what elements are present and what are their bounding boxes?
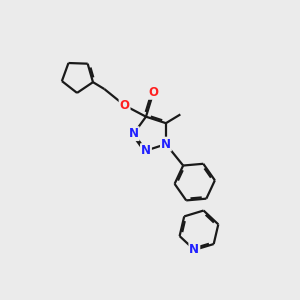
Text: O: O	[120, 99, 130, 112]
Text: N: N	[161, 138, 171, 151]
Text: O: O	[148, 86, 158, 99]
Text: N: N	[189, 243, 200, 256]
Text: N: N	[129, 127, 139, 140]
Text: N: N	[141, 144, 151, 157]
